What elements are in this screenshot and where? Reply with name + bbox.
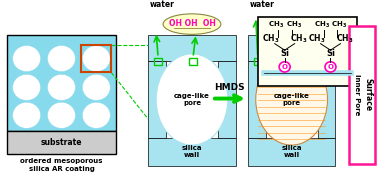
Text: Inner Pore: Inner Pore <box>354 74 359 115</box>
Text: O: O <box>282 64 288 70</box>
Bar <box>148 35 236 61</box>
Circle shape <box>48 74 76 100</box>
Circle shape <box>325 62 336 72</box>
Bar <box>148 138 236 166</box>
Text: $\mathbf{CH_3}$: $\mathbf{CH_3}$ <box>308 32 325 45</box>
Bar <box>349 26 375 164</box>
Text: $\mathbf{CH_3}$: $\mathbf{CH_3}$ <box>336 32 353 45</box>
Ellipse shape <box>156 54 228 145</box>
Circle shape <box>48 102 76 128</box>
Circle shape <box>82 102 110 128</box>
Bar <box>218 61 236 138</box>
Text: cage-like
pore: cage-like pore <box>174 93 210 106</box>
Text: $\mathbf{CH_3}$: $\mathbf{CH_3}$ <box>290 32 307 45</box>
Bar <box>254 58 262 65</box>
Bar <box>258 17 357 86</box>
Text: silica AR coating: silica AR coating <box>28 167 94 173</box>
Text: $\mathbf{CH_3}$: $\mathbf{CH_3}$ <box>262 32 279 45</box>
Text: ordered mesoporous: ordered mesoporous <box>20 158 103 164</box>
Bar <box>248 138 335 166</box>
Ellipse shape <box>256 54 327 145</box>
Bar <box>154 58 162 65</box>
Text: $\mathbf{CH_3}$: $\mathbf{CH_3}$ <box>332 19 347 30</box>
Bar <box>318 61 335 138</box>
Text: silica
wall: silica wall <box>281 145 302 158</box>
Bar <box>7 131 116 154</box>
Text: cage-like
pore: cage-like pore <box>274 93 310 106</box>
Bar <box>81 45 111 72</box>
Text: Si: Si <box>326 49 335 58</box>
Circle shape <box>279 62 290 72</box>
Text: water: water <box>150 0 175 9</box>
Bar <box>248 35 335 61</box>
Text: $\mathbf{CH_3}$: $\mathbf{CH_3}$ <box>286 19 302 30</box>
Circle shape <box>82 46 110 72</box>
Text: Surface: Surface <box>364 78 373 111</box>
Circle shape <box>12 74 40 100</box>
Bar <box>289 58 297 65</box>
Text: HMDS: HMDS <box>215 83 245 92</box>
Bar <box>248 61 266 138</box>
Text: substrate: substrate <box>41 138 82 147</box>
Text: $\mathbf{CH_3}$: $\mathbf{CH_3}$ <box>313 19 330 30</box>
Text: silica
wall: silica wall <box>182 145 202 158</box>
Text: OH OH  OH: OH OH OH <box>169 19 215 28</box>
Text: water: water <box>249 0 274 9</box>
Text: $\mathbf{CH_3}$: $\mathbf{CH_3}$ <box>268 19 284 30</box>
Bar <box>189 58 197 65</box>
Circle shape <box>82 74 110 100</box>
Circle shape <box>48 46 76 72</box>
Text: O: O <box>327 64 333 70</box>
Ellipse shape <box>163 14 221 34</box>
Bar <box>148 61 166 138</box>
Polygon shape <box>280 53 302 60</box>
Circle shape <box>12 46 40 72</box>
Bar <box>7 35 116 131</box>
Text: Si: Si <box>280 49 289 58</box>
Circle shape <box>12 102 40 128</box>
